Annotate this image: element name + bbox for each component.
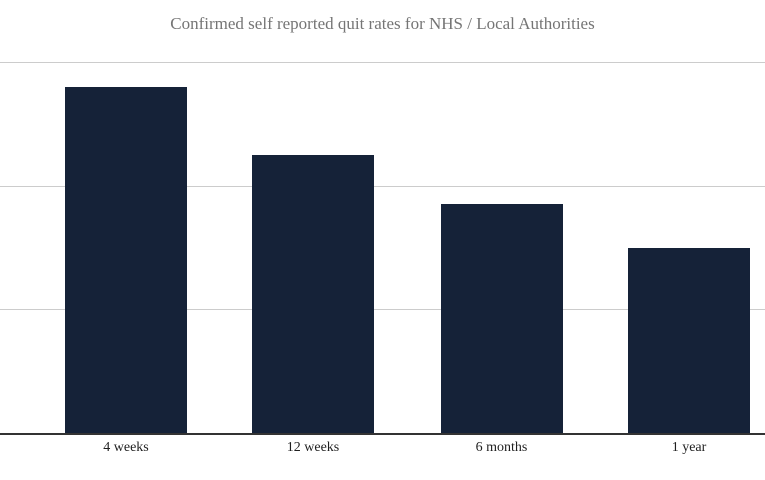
x-tick-label: 1 year	[671, 440, 707, 455]
chart-title: Confirmed self reported quit rates for N…	[170, 14, 595, 33]
x-tick-label: 4 weeks	[103, 440, 149, 455]
bar-4-weeks	[65, 86, 187, 433]
x-tick-label: 6 months	[475, 440, 528, 455]
bar-6-months	[440, 204, 563, 433]
bar-1-year	[628, 247, 750, 433]
bar-12-weeks	[252, 154, 374, 433]
x-tick-label: 12 weeks	[286, 440, 340, 455]
gridline	[0, 62, 765, 63]
x-axis-line	[0, 433, 765, 435]
gridline	[0, 185, 765, 187]
gridline	[0, 309, 765, 311]
